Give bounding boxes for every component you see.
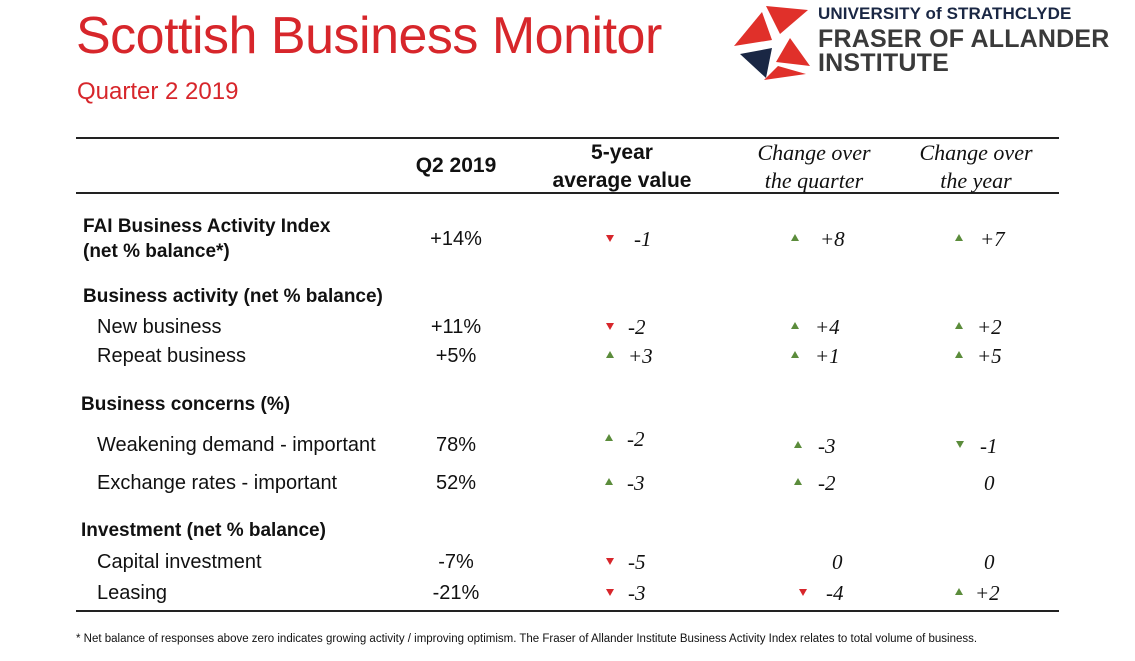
capital-investment-avg-arrow-icon: [606, 558, 614, 565]
weakening-demand-year-value: -1: [980, 434, 998, 458]
new-business-quarter-arrow-icon: [791, 322, 799, 329]
weakening-demand-avg-value: -2: [627, 427, 645, 451]
col-header-quarter-line1: Change over: [757, 140, 871, 165]
exchange-rates-current-value: 52%: [435, 472, 477, 494]
section-heading-investment: Investment (net % balance): [81, 520, 326, 541]
col-header-year-line1: Change over: [919, 140, 1033, 165]
row-label-weakening-demand: Weakening demand - important: [97, 434, 376, 456]
fai-avg-value: -1: [634, 227, 652, 251]
new-business-avg-arrow-icon: [606, 323, 614, 330]
col-header-current: Q2 2019: [415, 154, 497, 177]
table-bottom-rule: [76, 610, 1059, 612]
institute-logo: UNIVERSITY of STRATHCLYDE FRASER OF ALLA…: [732, 4, 1109, 82]
repeat-business-year-arrow-icon: [955, 351, 963, 358]
fai-year-value: +7: [980, 227, 1005, 251]
leasing-avg-value: -3: [628, 581, 646, 605]
col-header-avg-line2: average value: [552, 169, 692, 192]
weakening-demand-quarter-value: -3: [818, 434, 836, 458]
fai-current-value: +14%: [430, 228, 482, 250]
repeat-business-avg-arrow-icon: [606, 351, 614, 358]
new-business-avg-value: -2: [628, 315, 646, 339]
col-header-quarter-line2: the quarter: [764, 168, 864, 193]
capital-investment-year-value: 0: [984, 550, 995, 574]
weakening-demand-current-value: 78%: [435, 434, 477, 456]
weakening-demand-year-arrow-icon: [956, 441, 964, 448]
new-business-year-value: +2: [977, 315, 1002, 339]
row-label-fai: FAI Business Activity Index: [83, 216, 331, 237]
strathclyde-emblem-icon: [734, 6, 810, 80]
table-top-rule: [76, 137, 1059, 139]
row-label-exchange-rates: Exchange rates - important: [97, 472, 338, 494]
new-business-quarter-value: +4: [815, 315, 840, 339]
col-header-year-line2: the year: [940, 168, 1012, 193]
section-heading-concerns: Business concerns (%): [81, 394, 291, 415]
university-name: UNIVERSITY of STRATHCLYDE: [818, 4, 1072, 23]
weakening-demand-quarter-arrow-icon: [794, 441, 802, 448]
fai-quarter-value: +8: [820, 227, 845, 251]
exchange-rates-quarter-value: -2: [818, 471, 836, 495]
leasing-year-arrow-icon: [955, 588, 963, 595]
fai-avg-arrow-icon: [606, 235, 614, 242]
repeat-business-year-value: +5: [977, 344, 1002, 368]
footnote: * Net balance of responses above zero in…: [76, 633, 978, 645]
col-header-avg-line1: 5-year: [591, 141, 653, 164]
repeat-business-quarter-value: +1: [815, 344, 840, 368]
capital-investment-quarter-value: 0: [832, 550, 843, 574]
institute-name-line2: INSTITUTE: [818, 49, 949, 77]
table-header-rule: [76, 192, 1059, 194]
fai-year-arrow-icon: [955, 234, 963, 241]
leasing-current-value: -21%: [432, 582, 480, 604]
institute-name-line1: FRASER OF ALLANDER: [818, 25, 1110, 53]
row-label-capital-investment: Capital investment: [97, 551, 262, 573]
exchange-rates-year-value: 0: [984, 471, 995, 495]
leasing-avg-arrow-icon: [606, 589, 614, 596]
new-business-year-arrow-icon: [955, 322, 963, 329]
exchange-rates-quarter-arrow-icon: [794, 478, 802, 485]
row-label-fai-sub: (net % balance*): [83, 241, 230, 262]
page-title: Scottish Business Monitor: [76, 7, 662, 65]
row-label-new-business: New business: [97, 316, 222, 338]
exchange-rates-avg-arrow-icon: [605, 478, 613, 485]
repeat-business-avg-value: +3: [628, 344, 653, 368]
new-business-current-value: +11%: [430, 316, 482, 338]
page-subtitle: Quarter 2 2019: [77, 78, 239, 105]
capital-investment-avg-value: -5: [628, 550, 646, 574]
leasing-year-value: +2: [975, 581, 1000, 605]
exchange-rates-avg-value: -3: [627, 471, 645, 495]
leasing-quarter-value: -4: [826, 581, 844, 605]
repeat-business-quarter-arrow-icon: [791, 351, 799, 358]
fai-quarter-arrow-icon: [791, 234, 799, 241]
leasing-quarter-arrow-icon: [799, 589, 807, 596]
capital-investment-current-value: -7%: [438, 551, 474, 573]
repeat-business-current-value: +5%: [435, 345, 477, 367]
weakening-demand-avg-arrow-icon: [605, 434, 613, 441]
row-label-leasing: Leasing: [97, 582, 168, 604]
row-label-repeat-business: Repeat business: [97, 345, 246, 367]
section-heading-activity: Business activity (net % balance): [83, 286, 383, 307]
